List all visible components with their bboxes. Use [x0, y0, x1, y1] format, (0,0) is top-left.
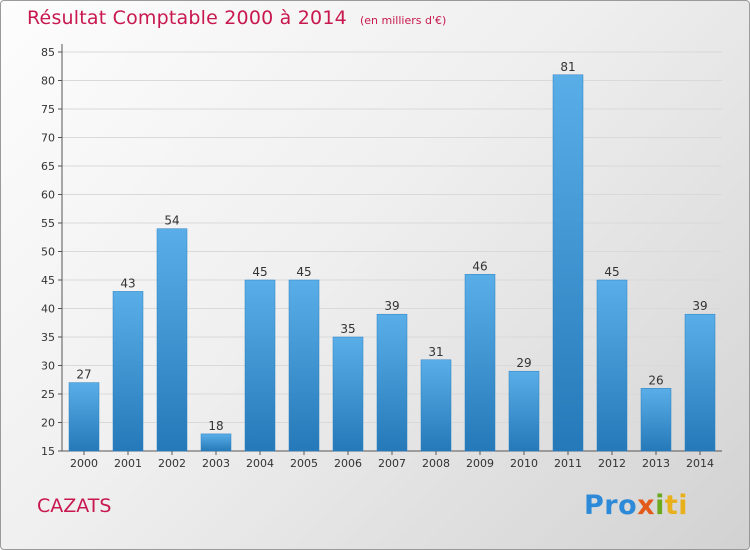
- y-tick-label: 70: [41, 132, 55, 145]
- x-tick-label-2006: 2006: [334, 457, 362, 470]
- x-tick-label-2008: 2008: [422, 457, 450, 470]
- x-tick-label-2012: 2012: [598, 457, 626, 470]
- x-tick-label-2013: 2013: [642, 457, 670, 470]
- bar-2009: [464, 274, 496, 452]
- chart-title: Résultat Comptable 2000 à 2014: [27, 7, 347, 29]
- x-tick-label-2004: 2004: [246, 457, 274, 470]
- bar-2008: [420, 359, 452, 452]
- value-label-2003: 18: [208, 419, 223, 433]
- x-tick-label-2002: 2002: [158, 457, 186, 470]
- value-label-2012: 45: [604, 265, 619, 279]
- bar-2001: [112, 291, 144, 452]
- value-label-2009: 46: [472, 259, 487, 273]
- value-label-2000: 27: [76, 368, 91, 382]
- bars: [68, 74, 716, 452]
- y-tick-label: 15: [41, 445, 55, 458]
- y-tick-label: 75: [41, 103, 55, 116]
- logo-part-3: i: [655, 490, 665, 521]
- bar-2014: [684, 313, 716, 452]
- y-tick-label: 55: [41, 217, 55, 230]
- title-row: Résultat Comptable 2000 à 2014 (en milli…: [27, 7, 446, 29]
- bar-2012: [596, 279, 628, 452]
- value-label-2002: 54: [164, 214, 179, 228]
- bar-2013: [640, 388, 672, 452]
- labels: 15 20 25 30 35 40 45 50 55 60 65 70 75 80 85 27 2000 43 20…: [41, 46, 714, 470]
- y-tick-label: 60: [41, 189, 55, 202]
- y-tick-label: 45: [41, 274, 55, 287]
- commune-name: CAZATS: [37, 495, 112, 517]
- x-tick-label-2001: 2001: [114, 457, 142, 470]
- value-label-2007: 39: [384, 299, 399, 313]
- y-tick-label: 50: [41, 246, 55, 259]
- y-tick-label: 25: [41, 388, 55, 401]
- x-tick-label-2005: 2005: [290, 457, 318, 470]
- value-label-2013: 26: [648, 373, 663, 387]
- value-label-2001: 43: [120, 276, 135, 290]
- value-label-2004: 45: [252, 265, 267, 279]
- y-tick-label: 35: [41, 331, 55, 344]
- y-tick-label: 30: [41, 360, 55, 373]
- bar-2007: [376, 313, 408, 452]
- value-label-2005: 45: [296, 265, 311, 279]
- y-tick-label: 65: [41, 160, 55, 173]
- bar-2005: [288, 279, 320, 452]
- value-label-2008: 31: [428, 345, 443, 359]
- x-tick-label-2010: 2010: [510, 457, 538, 470]
- bar-2011: [552, 74, 584, 452]
- value-label-2010: 29: [516, 356, 531, 370]
- value-label-2011: 81: [560, 60, 575, 74]
- value-label-2006: 35: [340, 322, 355, 336]
- proxiti-logo[interactable]: Proxiti: [584, 490, 688, 521]
- x-tick-label-2009: 2009: [466, 457, 494, 470]
- bar-2000: [68, 382, 100, 452]
- x-tick-label-2011: 2011: [554, 457, 582, 470]
- x-tick-label-2007: 2007: [378, 457, 406, 470]
- bar-2006: [332, 336, 364, 452]
- x-tick-label-2000: 2000: [70, 457, 98, 470]
- y-tick-label: 40: [41, 303, 55, 316]
- chart-subtitle: (en milliers d'€): [359, 14, 447, 27]
- logo-part-2: x: [637, 490, 656, 521]
- x-tick-label-2003: 2003: [202, 457, 230, 470]
- bar-2003: [200, 433, 232, 452]
- logo-part-4: ti: [664, 490, 689, 521]
- logo-part-1: Pro: [584, 490, 638, 521]
- y-tick-label: 85: [41, 46, 55, 59]
- y-tick-label: 80: [41, 75, 55, 88]
- bar-2004: [244, 279, 276, 452]
- bar-2010: [508, 370, 540, 452]
- value-label-2014: 39: [692, 299, 707, 313]
- y-tick-label: 20: [41, 417, 55, 430]
- x-tick-label-2014: 2014: [686, 457, 714, 470]
- bar-2002: [156, 228, 188, 452]
